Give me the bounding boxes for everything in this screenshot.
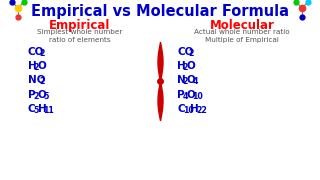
Text: CO: CO	[28, 47, 44, 57]
Text: 10: 10	[183, 106, 194, 115]
Text: Multiple of Empirical: Multiple of Empirical	[205, 37, 279, 43]
Text: C: C	[28, 104, 36, 114]
Text: P: P	[177, 90, 185, 100]
Text: Actual whole number ratio: Actual whole number ratio	[194, 29, 290, 35]
Text: Simplest whole number: Simplest whole number	[37, 29, 123, 35]
Text: 2: 2	[34, 63, 39, 72]
Text: C: C	[177, 104, 185, 114]
Text: NO: NO	[28, 75, 45, 85]
Text: O: O	[187, 75, 195, 85]
Text: 2: 2	[188, 49, 194, 58]
Text: 2: 2	[183, 77, 188, 86]
Text: O: O	[38, 61, 46, 71]
Text: 2: 2	[40, 49, 45, 58]
Text: O: O	[38, 90, 46, 100]
Text: 2: 2	[40, 77, 45, 86]
Text: N: N	[177, 75, 186, 85]
Text: P: P	[28, 90, 36, 100]
Text: 4: 4	[183, 92, 188, 101]
Text: H: H	[38, 104, 46, 114]
Text: H: H	[177, 61, 186, 71]
Text: Empirical vs Molecular Formula: Empirical vs Molecular Formula	[31, 4, 289, 19]
Text: O: O	[187, 61, 195, 71]
Text: 4: 4	[192, 77, 198, 86]
Text: ratio of elements: ratio of elements	[49, 37, 111, 43]
Text: 5: 5	[44, 92, 49, 101]
Text: H: H	[28, 61, 37, 71]
Text: CO: CO	[177, 47, 193, 57]
Text: 10: 10	[192, 92, 203, 101]
Text: H: H	[190, 104, 199, 114]
Text: 2: 2	[34, 92, 39, 101]
Text: 2: 2	[183, 63, 188, 72]
Text: 5: 5	[34, 106, 39, 115]
Text: Empirical: Empirical	[49, 19, 111, 32]
Text: Molecular: Molecular	[210, 19, 275, 32]
Text: 22: 22	[196, 106, 207, 115]
Text: 11: 11	[44, 106, 54, 115]
Text: O: O	[187, 90, 195, 100]
